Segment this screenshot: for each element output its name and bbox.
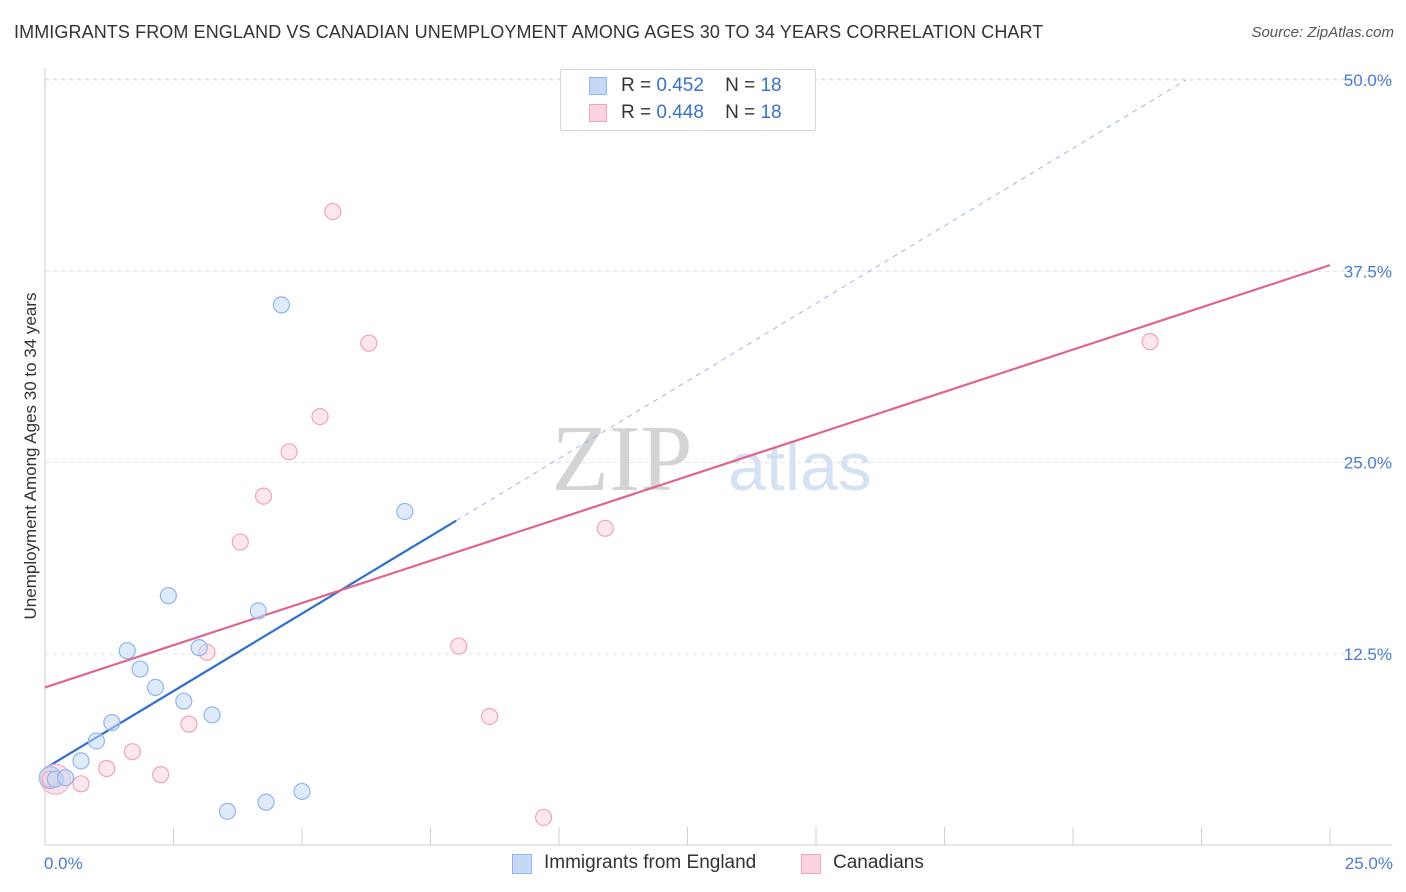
point-england xyxy=(72,752,90,770)
point-canadians xyxy=(180,715,198,733)
point-canadians xyxy=(280,443,298,461)
point-canadians xyxy=(596,519,614,537)
bottom-legend-label-canadians: Canadians xyxy=(833,852,924,873)
point-canadians xyxy=(324,202,342,221)
point-canadians xyxy=(311,408,329,426)
source-credit: Source: ZipAtlas.com xyxy=(1251,24,1394,41)
legend-n-label: N = xyxy=(725,102,756,123)
legend-swatch-canadians xyxy=(589,104,607,122)
watermark: ZIP atlas xyxy=(552,407,872,511)
x-tick-label: 0.0% xyxy=(44,854,83,873)
point-canadians xyxy=(450,637,468,655)
point-canadians xyxy=(72,775,90,793)
point-england xyxy=(118,642,136,660)
point-england xyxy=(257,793,275,811)
legend-n-value: 18 xyxy=(760,75,782,96)
trend-line-england-extension xyxy=(455,79,1187,522)
point-england xyxy=(293,782,311,801)
axes xyxy=(44,68,1392,846)
point-england xyxy=(190,639,208,657)
point-canadians xyxy=(123,743,141,761)
legend-swatch-england xyxy=(589,77,607,95)
point-england xyxy=(203,706,221,724)
y-tick-label: 25.0% xyxy=(1344,454,1392,473)
point-canadians xyxy=(98,759,116,778)
point-england xyxy=(146,678,165,697)
point-england xyxy=(249,602,267,620)
chart-title: IMMIGRANTS FROM ENGLAND VS CANADIAN UNEM… xyxy=(14,22,1044,42)
point-england xyxy=(396,502,414,521)
point-canadians xyxy=(481,707,499,726)
legend-r-value: 0.452 xyxy=(656,75,704,96)
y-tick-label: 37.5% xyxy=(1344,262,1392,281)
point-england xyxy=(131,660,149,678)
x-tick-label: 25.0% xyxy=(1345,854,1393,873)
data-points xyxy=(38,202,1159,827)
point-england xyxy=(159,587,177,605)
point-canadians xyxy=(231,533,249,551)
y-tick-label: 50.0% xyxy=(1344,71,1392,90)
trend-line-england xyxy=(44,519,457,770)
bottom-legend-swatch-england xyxy=(512,854,532,874)
point-england xyxy=(87,732,106,750)
correlation-legend: R = 0.452 N = 18 R = 0.448 N = 18 xyxy=(560,69,816,131)
point-canadians xyxy=(254,487,273,505)
y-tick-label: 12.5% xyxy=(1344,645,1392,664)
trend-line-canadians xyxy=(44,264,1331,689)
point-canadians xyxy=(360,334,378,352)
legend-r-label: R = xyxy=(621,102,652,123)
point-canadians xyxy=(152,766,170,784)
legend-n-label: N = xyxy=(725,75,756,96)
point-canadians xyxy=(1141,333,1159,351)
tick-labels: 12.5% 25.0% 37.5% 50.0% 0.0% 25.0% xyxy=(44,71,1393,873)
point-canadians xyxy=(534,808,553,827)
point-england xyxy=(218,802,237,820)
bottom-legend-swatch-canadians xyxy=(801,854,821,874)
legend-r-value: 0.448 xyxy=(656,102,704,123)
watermark-atlas: atlas xyxy=(728,429,872,505)
point-england xyxy=(175,692,193,710)
legend-n-value: 18 xyxy=(760,102,782,123)
y-axis-label: Unemployment Among Ages 30 to 34 years xyxy=(21,293,40,620)
point-england xyxy=(56,769,75,787)
bottom-legend-label-england: Immigrants from England xyxy=(544,852,757,873)
point-england xyxy=(272,296,291,314)
point-england xyxy=(103,713,121,732)
watermark-zip: ZIP xyxy=(552,407,693,511)
legend-r-label: R = xyxy=(621,75,652,96)
grid xyxy=(45,78,1392,655)
